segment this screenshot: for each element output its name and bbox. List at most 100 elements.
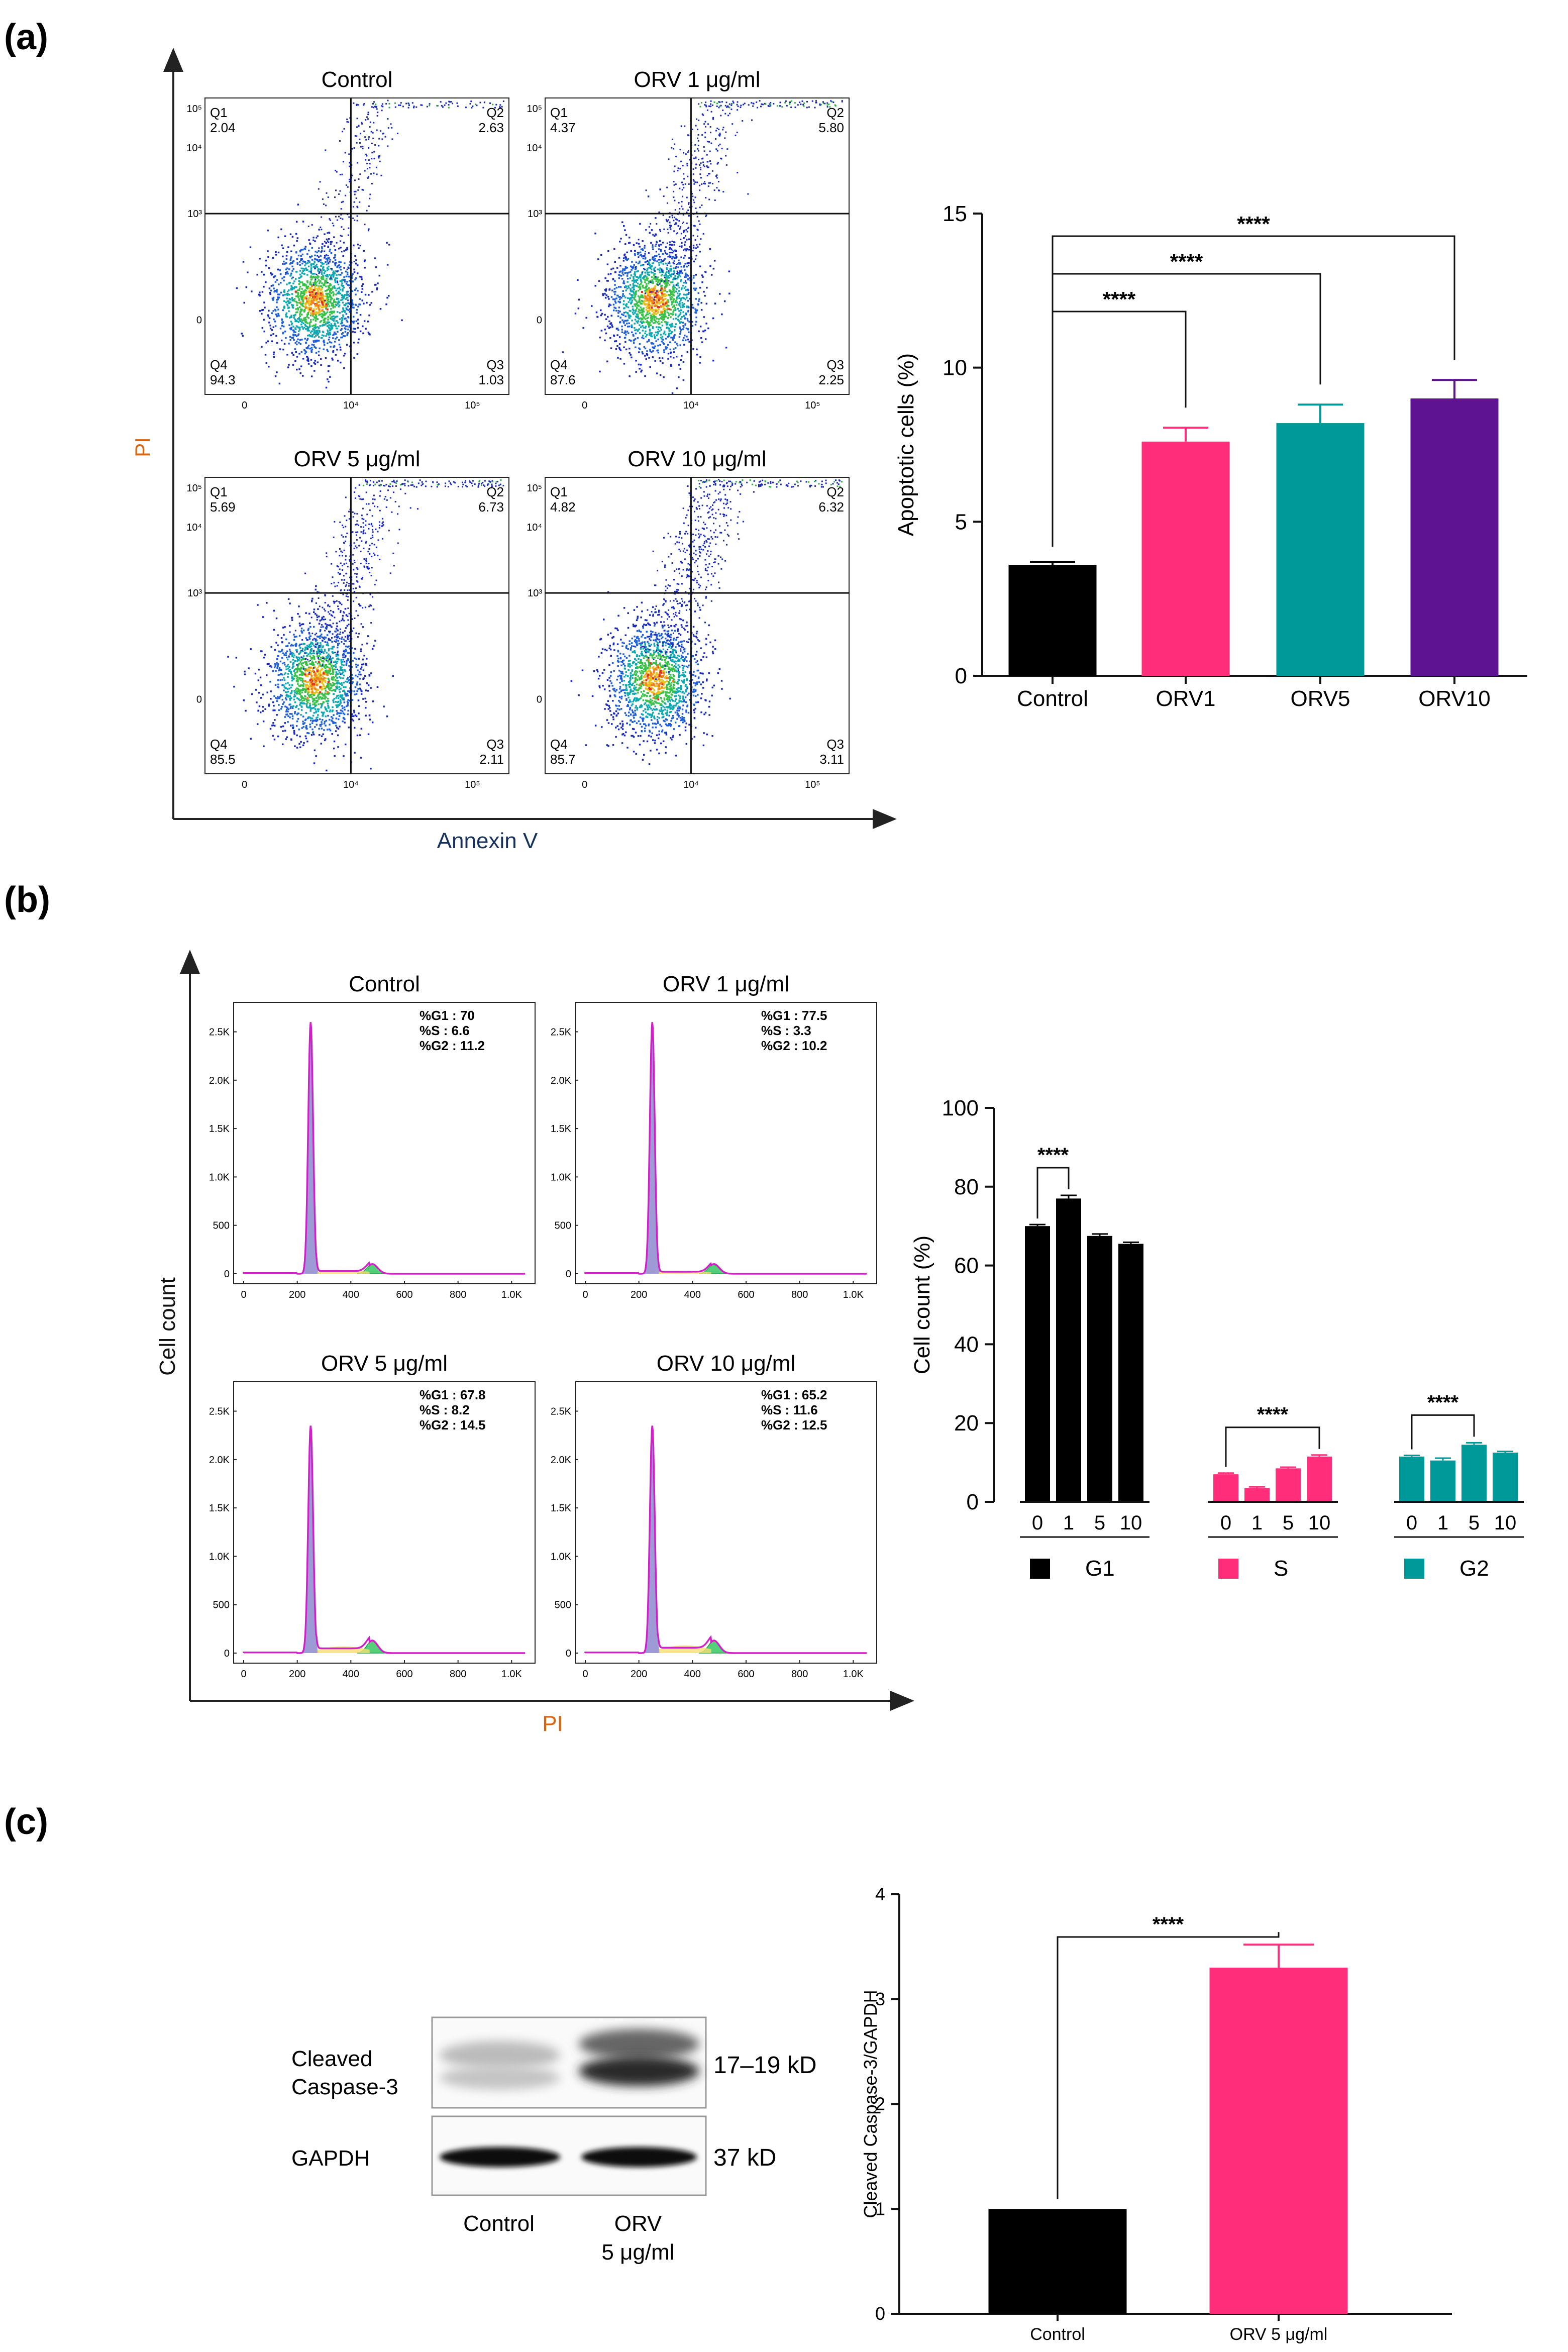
flow-dot [309, 706, 311, 709]
flow-dot [682, 322, 684, 324]
flow-dot [681, 181, 683, 183]
flow-dot [283, 300, 285, 302]
flow-dot [642, 318, 644, 320]
flow-dot [321, 301, 324, 304]
flow-dot [367, 112, 369, 114]
flow-dot [339, 190, 341, 192]
flow-dot [358, 338, 360, 341]
flow-dot [289, 653, 291, 655]
q4-value: 94.3 [210, 372, 236, 387]
flow-dot [659, 344, 661, 346]
flow-dot [321, 679, 323, 681]
flow-dot [353, 316, 355, 318]
flow-dot [327, 322, 329, 325]
flow-dot [605, 332, 607, 335]
flow-dot [645, 300, 647, 302]
flow-dot [635, 302, 638, 305]
flow-dot [615, 348, 617, 350]
flow-dot [637, 317, 639, 319]
flow-dot [661, 325, 664, 327]
flow-dot [335, 270, 337, 272]
flow-dot [492, 104, 494, 106]
flow-dot [645, 321, 648, 323]
flow-dot [369, 126, 371, 128]
flow-dot [673, 348, 675, 350]
flow-dot [333, 668, 336, 670]
flow-dot [342, 658, 344, 661]
flow-dot [339, 726, 341, 728]
flow-dot [367, 168, 368, 170]
flow-dot [650, 242, 652, 244]
flow-dot [341, 311, 343, 313]
flow-dot [321, 216, 323, 218]
flow-dot [318, 272, 320, 274]
flow-dot [675, 250, 677, 251]
flow-dot [327, 288, 330, 290]
flow-dot [666, 280, 668, 282]
flow-dot [302, 358, 304, 360]
flow-dot [779, 105, 781, 107]
flow-dot [368, 228, 370, 230]
flow-dot [309, 308, 311, 311]
flow-dot [324, 650, 326, 652]
flow-dot [646, 334, 648, 336]
flow-dot [695, 156, 697, 158]
flow-dot [648, 292, 650, 294]
flow-dot [666, 267, 668, 269]
flow-dot [333, 245, 335, 247]
flow-dot [808, 106, 810, 108]
flow-dot [674, 275, 676, 277]
flow-dot [334, 196, 336, 198]
flow-dot [375, 266, 377, 268]
flow-dot [316, 298, 318, 300]
flow-dot [638, 347, 640, 349]
flow-dot [797, 104, 799, 106]
flow-dot [341, 322, 343, 324]
flow-dot [305, 351, 307, 353]
flow-dot [299, 281, 301, 283]
flow-dot [617, 310, 619, 312]
flow-dot [310, 365, 312, 367]
flow-dot [329, 710, 331, 712]
flow-dot [305, 290, 307, 293]
flow-dot [659, 297, 662, 300]
flow-dot [667, 262, 669, 264]
flow-dot [326, 626, 328, 629]
flow-dot [638, 295, 640, 297]
flow-scatter-points [236, 99, 504, 389]
flow-dot [293, 287, 295, 289]
flow-dot [684, 183, 686, 185]
flow-dot [669, 241, 671, 243]
flow-dot [630, 288, 632, 290]
flow-dot [789, 103, 790, 105]
q1-value: 4.37 [550, 120, 576, 135]
flow-dot [665, 285, 667, 287]
flow-dot [363, 103, 365, 105]
flow-dot [682, 284, 684, 287]
flow-dot [612, 303, 615, 305]
flow-dot [695, 274, 697, 276]
flow-dot [333, 293, 335, 295]
flow-dot [695, 167, 697, 169]
flow-dot [639, 332, 641, 334]
flow-dot [331, 273, 334, 276]
flow-dot [343, 706, 346, 708]
flow-dot [325, 274, 327, 277]
flow-dot [652, 256, 654, 258]
flow-dot [633, 292, 635, 294]
flow-dot [407, 107, 409, 109]
flow-dot [670, 365, 672, 367]
flow-dot [318, 694, 320, 696]
flow-dot [413, 106, 415, 108]
flow-dot [342, 316, 344, 318]
flow-dot [679, 304, 681, 306]
flow-dot [574, 313, 577, 315]
flow-dot [303, 327, 305, 329]
flow-dot [674, 249, 676, 251]
flow-dot [328, 370, 330, 372]
flow-dot [649, 293, 651, 296]
flow-dot [673, 287, 675, 289]
flow-dot [341, 328, 343, 330]
flow-dot [291, 707, 294, 709]
flow-dot [317, 300, 319, 303]
